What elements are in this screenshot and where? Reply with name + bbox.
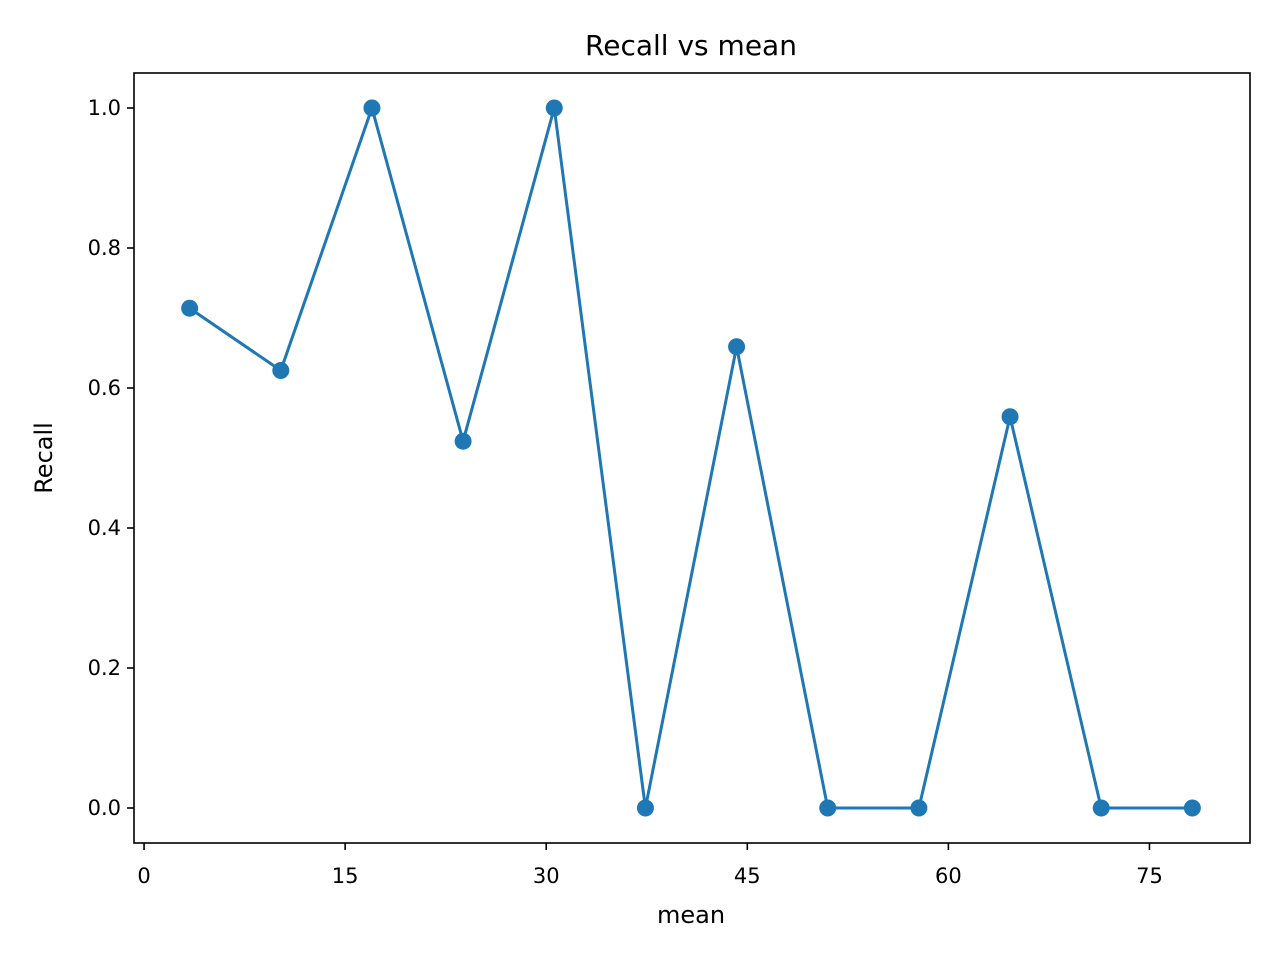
y-tick-label: 0.6 (88, 376, 121, 400)
x-axis-label: mean (657, 901, 725, 929)
data-point (1092, 799, 1110, 817)
series-line (188, 106, 1193, 810)
data-point (910, 799, 928, 817)
x-tick-label: 45 (734, 864, 761, 888)
x-tick-label: 60 (935, 864, 962, 888)
chart-title: Recall vs mean (585, 29, 797, 62)
plot-area: 0 15 30 45 60 75 0.0 0.2 0.4 0.6 0.8 1.0 (88, 72, 1251, 888)
x-tick-label: 0 (137, 864, 150, 888)
x-tick-label: 30 (533, 864, 560, 888)
plot-frame (133, 72, 1251, 844)
y-axis-label: Recall (30, 422, 58, 494)
x-tick-label: 15 (332, 864, 359, 888)
y-tick-label: 0.2 (88, 656, 121, 680)
data-point (363, 99, 381, 117)
data-point (545, 99, 563, 117)
data-point (728, 338, 746, 356)
data-point (181, 299, 199, 317)
y-tick-label: 0.4 (88, 516, 121, 540)
y-tick-label: 1.0 (88, 96, 121, 120)
data-point (1001, 408, 1019, 426)
y-tick-label: 0.0 (88, 796, 121, 820)
data-point (819, 799, 837, 817)
data-point (454, 432, 472, 450)
data-point (1183, 799, 1201, 817)
y-axis-ticks: 0.0 0.2 0.4 0.6 0.8 1.0 (88, 96, 134, 820)
data-point (272, 362, 290, 379)
y-tick-label: 0.8 (88, 236, 121, 260)
x-tick-label: 75 (1136, 864, 1163, 888)
x-axis-ticks: 0 15 30 45 60 75 (137, 843, 1163, 888)
series-layer (181, 99, 1201, 817)
data-point (636, 799, 654, 817)
